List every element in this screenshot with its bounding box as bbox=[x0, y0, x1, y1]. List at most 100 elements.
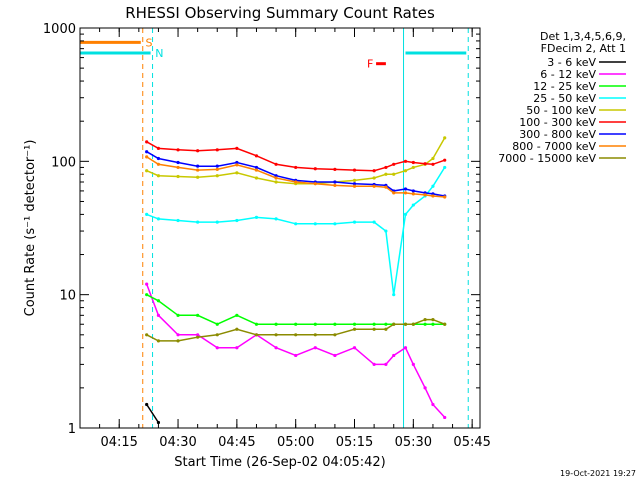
data-point-s7-p16 bbox=[411, 192, 415, 196]
data-point-s5-p9 bbox=[313, 167, 317, 171]
data-point-s6-p6 bbox=[254, 165, 259, 170]
series-line-0 bbox=[146, 404, 160, 423]
plot-frame bbox=[79, 27, 481, 429]
data-point-s4-p3 bbox=[196, 175, 200, 179]
plot-area: SN F bbox=[80, 28, 469, 428]
data-point-s8-p10 bbox=[333, 333, 337, 337]
data-point-s3-p14 bbox=[392, 293, 396, 297]
data-point-s5-p8 bbox=[294, 165, 298, 170]
data-point-s2-p12 bbox=[372, 322, 376, 326]
data-point-s7-p15 bbox=[403, 191, 408, 195]
data-point-s8-p15 bbox=[403, 322, 408, 326]
data-point-s4-p6 bbox=[254, 176, 259, 180]
data-point-s1-p16 bbox=[411, 362, 415, 366]
data-point-s6-p1 bbox=[156, 156, 161, 161]
data-point-s5-p5 bbox=[235, 146, 239, 151]
y-tick-label: 1 bbox=[68, 422, 76, 437]
data-point-s8-p0 bbox=[145, 333, 149, 337]
data-point-s1-p0 bbox=[145, 282, 149, 286]
legend-header-line: Det 1,3,4,5,6,9, bbox=[540, 30, 626, 43]
data-point-s5-p15 bbox=[403, 159, 408, 163]
data-point-s3-p5 bbox=[235, 218, 239, 223]
data-point-s5-p1 bbox=[156, 146, 161, 151]
data-point-s7-p18 bbox=[431, 194, 435, 198]
data-point-s2-p1 bbox=[156, 299, 161, 303]
x-tick-label: 04:30 bbox=[159, 435, 196, 450]
data-point-s4-p18 bbox=[431, 156, 435, 161]
data-point-s5-p14 bbox=[392, 162, 396, 166]
x-tick-label: 05:30 bbox=[395, 435, 432, 450]
data-point-s1-p11 bbox=[352, 346, 357, 350]
data-point-s5-p0 bbox=[145, 140, 149, 144]
data-point-s6-p16 bbox=[411, 189, 415, 193]
data-point-s1-p2 bbox=[176, 333, 180, 337]
legend-entry-label: 800 - 7000 keV bbox=[512, 140, 596, 153]
data-point-s4-p12 bbox=[372, 176, 376, 180]
data-point-s7-p7 bbox=[274, 176, 278, 180]
data-point-s6-p10 bbox=[333, 180, 337, 184]
saa-flag-label: S bbox=[145, 36, 152, 49]
data-point-s6-p0 bbox=[145, 150, 149, 154]
data-point-s6-p5 bbox=[235, 160, 239, 165]
data-point-s8-p1 bbox=[156, 339, 161, 343]
legend-entry-label: 300 - 800 keV bbox=[519, 128, 596, 141]
data-point-s5-p13 bbox=[384, 165, 388, 170]
data-point-s3-p6 bbox=[254, 215, 259, 219]
data-point-s2-p3 bbox=[196, 313, 200, 317]
data-point-s2-p11 bbox=[352, 322, 357, 326]
legend-entry-label: 50 - 100 keV bbox=[526, 104, 596, 117]
x-tick-label: 05:00 bbox=[277, 435, 314, 450]
data-point-s7-p14 bbox=[392, 191, 396, 195]
data-point-s3-p13 bbox=[384, 229, 388, 233]
data-point-s0-p0 bbox=[145, 402, 149, 407]
data-point-s2-p18 bbox=[431, 322, 435, 326]
flare-flag-label: F bbox=[367, 58, 373, 71]
data-point-s4-p11 bbox=[352, 178, 357, 182]
data-point-s5-p17 bbox=[423, 162, 427, 166]
data-point-s8-p12 bbox=[372, 327, 376, 331]
data-point-s7-p11 bbox=[352, 184, 357, 188]
data-point-s1-p3 bbox=[196, 333, 200, 337]
data-point-s5-p18 bbox=[431, 162, 435, 166]
data-point-s7-p5 bbox=[235, 163, 239, 167]
data-point-s7-p12 bbox=[372, 184, 376, 188]
y-tick-label: 1000 bbox=[43, 22, 76, 37]
data-point-s2-p5 bbox=[235, 313, 239, 317]
data-point-s3-p10 bbox=[333, 222, 337, 226]
y-tick-label: 100 bbox=[51, 155, 76, 170]
data-point-s4-p19 bbox=[443, 136, 447, 140]
data-point-s1-p10 bbox=[333, 353, 337, 358]
x-tick-label: 04:45 bbox=[218, 435, 255, 450]
data-point-s2-p9 bbox=[313, 322, 317, 326]
axes: 1 10 100 1000 04:15 04:30 04:45 05:00 05:15 05:30… bbox=[43, 22, 491, 450]
data-point-s5-p6 bbox=[254, 154, 259, 158]
data-point-s3-p0 bbox=[145, 212, 149, 216]
data-point-s2-p7 bbox=[274, 322, 278, 326]
legend-entry-label: 7000 - 15000 keV bbox=[498, 152, 596, 165]
data-point-s2-p10 bbox=[333, 322, 337, 326]
data-point-s1-p9 bbox=[313, 346, 317, 350]
data-point-s6-p3 bbox=[196, 164, 200, 168]
data-point-s8-p17 bbox=[423, 318, 427, 322]
data-point-s1-p17 bbox=[423, 386, 427, 390]
data-point-s8-p4 bbox=[215, 333, 219, 337]
data-point-s1-p7 bbox=[274, 346, 278, 350]
data-point-s3-p2 bbox=[176, 218, 180, 223]
x-tick-label: 05:45 bbox=[453, 435, 490, 450]
data-point-s7-p2 bbox=[176, 165, 180, 170]
x-axis-label: Start Time (26-Sep-02 04:05:42) bbox=[174, 455, 385, 470]
data-point-s8-p7 bbox=[274, 333, 278, 337]
data-point-s8-p13 bbox=[384, 327, 388, 331]
data-point-s7-p1 bbox=[156, 162, 161, 166]
data-point-s1-p18 bbox=[431, 402, 435, 407]
data-point-s8-p3 bbox=[196, 335, 200, 339]
data-point-s6-p7 bbox=[274, 174, 278, 178]
data-point-s8-p19 bbox=[443, 322, 447, 326]
data-point-s1-p8 bbox=[294, 353, 298, 358]
data-point-s4-p4 bbox=[215, 174, 219, 178]
data-point-s1-p19 bbox=[443, 415, 447, 420]
data-point-s5-p7 bbox=[274, 162, 278, 166]
data-point-s8-p14 bbox=[392, 322, 396, 326]
